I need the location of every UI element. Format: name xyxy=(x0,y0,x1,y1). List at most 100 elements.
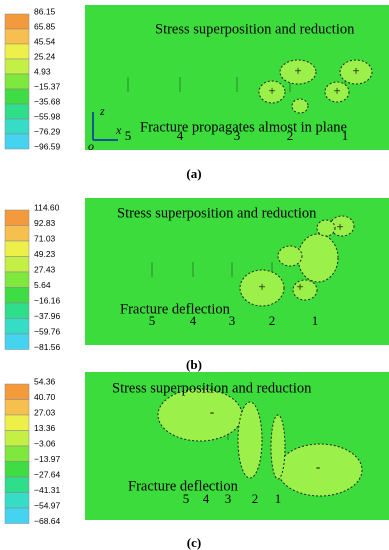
panel-label: (b) xyxy=(186,357,202,372)
colorbar-swatch xyxy=(4,399,30,416)
plus-sign: + xyxy=(352,63,359,78)
colorbar-label: 65.85 xyxy=(34,21,56,31)
colorbar-label: −68.64 xyxy=(34,516,61,526)
fracture-number: 4 xyxy=(190,313,197,328)
colorbar-swatch xyxy=(4,302,30,319)
stress-contour xyxy=(237,401,263,479)
colorbar-swatch xyxy=(4,58,30,75)
colorbar-label: −3.06 xyxy=(34,438,56,448)
colorbar-label: 25.24 xyxy=(34,51,56,61)
colorbar-swatch xyxy=(4,383,30,400)
stress-contour xyxy=(291,98,309,114)
colorbar-label: 27.03 xyxy=(34,407,56,417)
colorbar-label: −13.97 xyxy=(34,454,61,464)
colorbar-label: −41.31 xyxy=(34,485,61,495)
colorbar-label: 45.54 xyxy=(34,36,56,46)
colorbar-swatch xyxy=(4,209,30,226)
colorbar-label: −59.76 xyxy=(34,326,61,336)
annotation: Stress superposition and reduction xyxy=(155,21,355,37)
axis-label: z xyxy=(99,104,105,118)
colorbar-swatch xyxy=(4,445,30,462)
fracture-number: 1 xyxy=(312,313,319,328)
fracture-number: 1 xyxy=(342,128,349,143)
colorbar-swatch xyxy=(4,28,30,45)
panel: 114.60 92.83 71.03 49.23 27.43 5.64 −16.16 −37.… xyxy=(4,198,389,372)
fracture-number: 3 xyxy=(234,128,241,143)
colorbar-swatch xyxy=(4,256,30,273)
colorbar-label: 92.83 xyxy=(34,218,56,228)
colorbar-label: −37.96 xyxy=(34,311,61,321)
colorbar-swatch xyxy=(4,13,30,30)
fracture-number: 2 xyxy=(269,313,276,328)
colorbar-label: 114.60 xyxy=(34,202,60,212)
colorbar-swatch xyxy=(4,476,30,493)
stress-contour xyxy=(279,59,317,85)
colorbar-label: 86.15 xyxy=(34,6,56,16)
colorbar-swatch xyxy=(4,287,30,304)
colorbar-swatch xyxy=(4,461,30,478)
stress-contour xyxy=(339,59,373,85)
colorbar-swatch xyxy=(4,103,30,120)
colorbar-label: 40.70 xyxy=(34,392,56,402)
colorbar-label: −76.29 xyxy=(34,126,61,136)
colorbar-swatch xyxy=(4,43,30,60)
colorbar-label: −54.97 xyxy=(34,500,61,510)
plus-sign: + xyxy=(268,83,275,98)
plus-sign: + xyxy=(333,83,340,98)
fracture-number: 4 xyxy=(203,491,210,506)
panel: 86.15 65.85 45.54 25.24 4.93 −15.37 −35.68 −55.… xyxy=(4,5,389,181)
fracture-number: 4 xyxy=(177,128,184,143)
colorbar-label: −27.64 xyxy=(34,469,61,479)
fracture-number: 3 xyxy=(229,313,236,328)
colorbar-label: −81.56 xyxy=(34,342,61,352)
annotation: Stress superposition and reduction xyxy=(112,380,312,396)
annotation: Stress superposition and reduction xyxy=(117,205,317,221)
minus-sign: - xyxy=(210,404,214,419)
fracture-number: 1 xyxy=(275,491,282,506)
colorbar-swatch xyxy=(4,430,30,447)
stress-contour xyxy=(277,443,363,497)
stress-contour xyxy=(270,414,286,480)
panel-label: (a) xyxy=(186,166,201,181)
fracture-number: 2 xyxy=(287,128,294,143)
plus-sign: + xyxy=(296,279,303,294)
minus-sign: - xyxy=(316,459,320,474)
fracture-number: 2 xyxy=(252,491,259,506)
colorbar-swatch xyxy=(4,225,30,242)
panel: 54.36 40.70 27.03 13.36 −3.06 −13.97 −27.64 −41… xyxy=(4,372,389,550)
colorbar-label: 27.43 xyxy=(34,264,56,274)
colorbar-swatch xyxy=(4,492,30,509)
colorbar-label: 13.36 xyxy=(34,423,56,433)
axis-label: o xyxy=(88,139,94,153)
stress-field xyxy=(85,372,389,520)
colorbar-swatch xyxy=(4,133,30,150)
colorbar-label: 71.03 xyxy=(34,233,56,243)
colorbar-swatch xyxy=(4,88,30,105)
colorbar-swatch xyxy=(4,73,30,90)
stress-contour xyxy=(239,269,285,307)
colorbar-swatch xyxy=(4,318,30,335)
stress-contour xyxy=(292,279,318,301)
colorbar-label: 5.64 xyxy=(34,280,51,290)
colorbar-swatch xyxy=(4,414,30,431)
colorbar-label: −55.98 xyxy=(34,111,61,121)
stress-contour xyxy=(316,219,336,237)
annotation: Fracture propagates almost in plane xyxy=(140,119,347,135)
axis-label: x xyxy=(115,123,122,137)
stress-contour xyxy=(258,80,286,104)
colorbar-swatch xyxy=(4,240,30,257)
colorbar-label: −96.59 xyxy=(34,141,61,151)
stress-contour xyxy=(157,388,243,442)
colorbar-label: −35.68 xyxy=(34,96,61,106)
colorbar-swatch xyxy=(4,271,30,288)
fracture-number: 5 xyxy=(125,128,132,143)
colorbar-label: 54.36 xyxy=(34,376,56,386)
fracture-number: 5 xyxy=(183,491,190,506)
stress-contour xyxy=(329,215,355,237)
colorbar-label: 49.23 xyxy=(34,249,56,259)
colorbar-label: 4.93 xyxy=(34,66,51,76)
colorbar-label: −16.16 xyxy=(34,295,61,305)
annotation: Fracture deflection xyxy=(120,301,231,317)
plus-sign: + xyxy=(258,279,265,294)
